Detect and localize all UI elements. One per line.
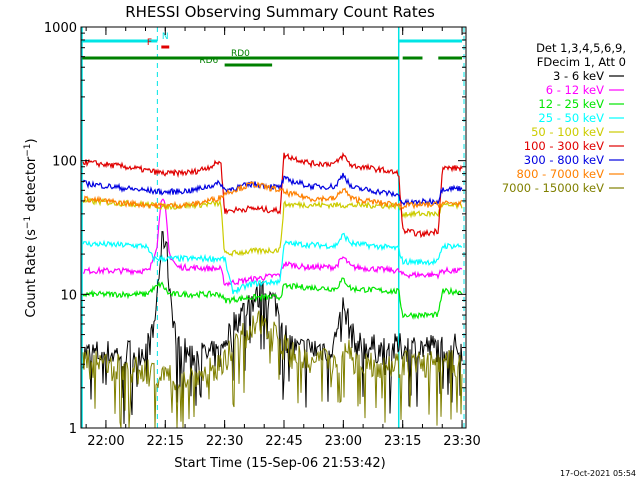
series-lines — [82, 151, 463, 429]
x-tick-label: 22:15 — [147, 434, 184, 449]
flag-label: RD0 — [231, 49, 250, 59]
x-tick-label: 23:30 — [443, 434, 480, 449]
chart-title: RHESSI Observing Summary Count Rates — [125, 3, 435, 21]
flag-label: F — [147, 38, 152, 48]
y-tick-label: 1 — [69, 422, 77, 437]
x-tick-label: 22:30 — [206, 434, 243, 449]
legend-entry-label: 7000 - 15000 keV — [502, 181, 604, 195]
x-tick-label: 22:45 — [265, 434, 302, 449]
legend-entry-label: 800 - 7000 keV — [516, 167, 604, 181]
y-axis-label: Count Rate (s−1 detector−1) — [23, 138, 39, 317]
legend-entry-label: 6 - 12 keV — [546, 83, 604, 97]
x-axis-ticks: 22:00 22:15 22:30 22:45 23:00 23:15 23:30 — [85, 27, 481, 449]
legend: Det 1,3,4,5,6,9,FDecim 1, Att 03 - 6 keV… — [502, 41, 626, 195]
flag-label: RD6 — [199, 56, 218, 66]
legend-entry-label: 12 - 25 keV — [538, 97, 604, 111]
legend-entry-label: 50 - 100 keV — [531, 125, 604, 139]
series-line-4 — [83, 196, 463, 258]
plot-frame — [80, 26, 467, 429]
x-tick-label: 23:00 — [325, 434, 362, 449]
series-line-2 — [82, 277, 463, 320]
series-line-6 — [82, 172, 463, 206]
y-tick-label: 10 — [60, 288, 77, 303]
series-line-3 — [82, 232, 462, 295]
x-tick-label: 23:15 — [384, 434, 421, 449]
legend-entry-label: 300 - 800 keV — [524, 153, 604, 167]
y-axis-ticks: 1 10 100 1000 — [44, 21, 466, 437]
x-axis-label: Start Time (15-Sep-06 21:53:42) — [174, 456, 385, 471]
x-tick-label: 22:00 — [87, 434, 124, 449]
legend-header: Det 1,3,4,5,6,9, — [536, 41, 626, 55]
y-tick-label: 1000 — [44, 21, 77, 36]
y-tick-label: 100 — [52, 155, 77, 170]
flag-label: N — [162, 32, 169, 42]
series-line-1 — [82, 198, 463, 288]
series-line-5 — [82, 151, 463, 239]
legend-entry-label: 100 - 300 keV — [524, 139, 604, 153]
timestamp: 17-Oct-2021 05:54 — [560, 469, 636, 478]
legend-header: FDecim 1, Att 0 — [537, 55, 626, 69]
series-line-8 — [82, 310, 463, 429]
legend-entry-label: 3 - 6 keV — [553, 69, 604, 83]
legend-entry-label: 25 - 50 keV — [538, 111, 604, 125]
observing-flags: NF RD0 RD6 — [81, 27, 465, 428]
series-line-7 — [82, 181, 463, 210]
